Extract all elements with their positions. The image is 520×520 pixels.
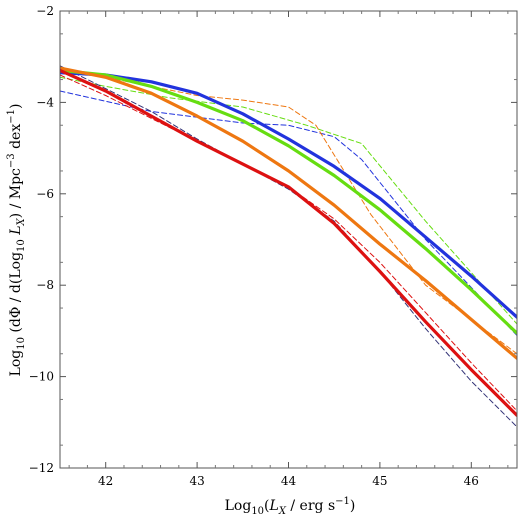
y-tick-label: −4: [36, 95, 54, 109]
x-axis-label: Log10(LX / erg s−1): [225, 496, 356, 517]
series-line-1-solid: [60, 68, 517, 335]
series-line-2-solid: [60, 66, 517, 360]
series-line-8-dashed: [60, 74, 517, 412]
x-tick-label: 44: [281, 474, 297, 488]
y-tick-label: −2: [36, 4, 54, 18]
y-tick-label: −8: [36, 278, 54, 292]
y-tick-label: −6: [36, 187, 54, 201]
y-axis-label: Log10 (dΦ / d(Log10 LX) / Mpc−3 dex−1): [6, 104, 27, 377]
series-line-5-dashed: [60, 76, 517, 325]
ticks-layer: 42 43 44 45 46 −12 −10 −8 −6 −4 −2: [29, 4, 517, 488]
x-tick-label: 42: [98, 474, 113, 488]
series-layer: [60, 65, 517, 428]
x-tick-label: 43: [189, 474, 204, 488]
y-tick-label: −12: [29, 461, 54, 475]
y-tick-label: −10: [29, 370, 54, 384]
series-line-3-solid: [60, 68, 517, 417]
series-line-6-dashed: [60, 69, 517, 355]
series-line-0-solid: [60, 71, 517, 319]
x-tick-label: 45: [372, 474, 387, 488]
x-tick-label: 46: [464, 474, 479, 488]
